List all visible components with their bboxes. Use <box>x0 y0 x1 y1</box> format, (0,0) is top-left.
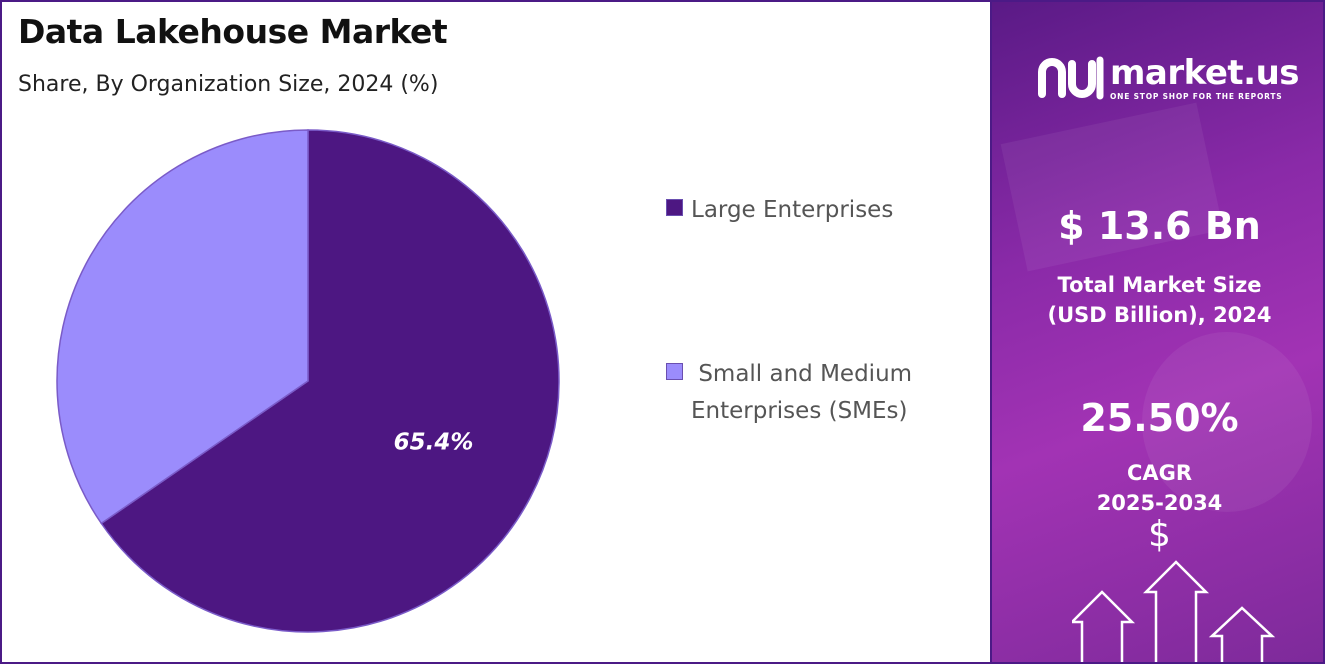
market-size-value: $ 13.6 Bn <box>1058 204 1261 248</box>
legend-label-large-enterprises: Large Enterprises <box>691 197 894 223</box>
chart-subtitle: Share, By Organization Size, 2024 (%) <box>18 72 439 97</box>
cagr-label: CAGR <box>1126 461 1193 485</box>
brand-name: market.us <box>1110 53 1300 93</box>
cagr-value: 25.50% <box>1080 396 1239 440</box>
market-us-logo-icon <box>1038 56 1104 100</box>
legend-swatch-smes <box>666 363 683 380</box>
cagr-period: 2025-2034 <box>1096 491 1223 515</box>
pie-slice-small-and-medium-enterprises-smes <box>56 129 309 525</box>
background-cup-shape <box>1142 332 1312 512</box>
legend-label-smes: Small and Medium Enterprises (SMEs) <box>691 361 920 424</box>
dollar-icon: $ <box>1148 514 1171 555</box>
chart-panel: Data Lakehouse Market Share, By Organiza… <box>2 2 990 662</box>
pie-chart: 65.4% <box>56 129 560 633</box>
chart-title: Data Lakehouse Market <box>18 12 448 51</box>
brand-tagline: ONE STOP SHOP FOR THE REPORTS <box>1110 92 1283 101</box>
legend-item-large-enterprises: Large Enterprises <box>666 192 893 229</box>
pie-slice-large-enterprises <box>100 129 560 633</box>
growth-arrows-icon <box>1072 560 1276 662</box>
brand-logo: market.us ONE STOP SHOP FOR THE REPORTS <box>1036 50 1300 106</box>
pie-data-label: 65.4% <box>394 430 474 456</box>
legend-swatch-large-enterprises <box>666 199 683 216</box>
market-size-label: Total Market Size (USD Billion), 2024 <box>1047 273 1272 327</box>
legend-item-smes: Small and Medium Enterprises (SMEs) <box>666 356 956 430</box>
summary-panel: market.us ONE STOP SHOP FOR THE REPORTS … <box>990 2 1323 662</box>
